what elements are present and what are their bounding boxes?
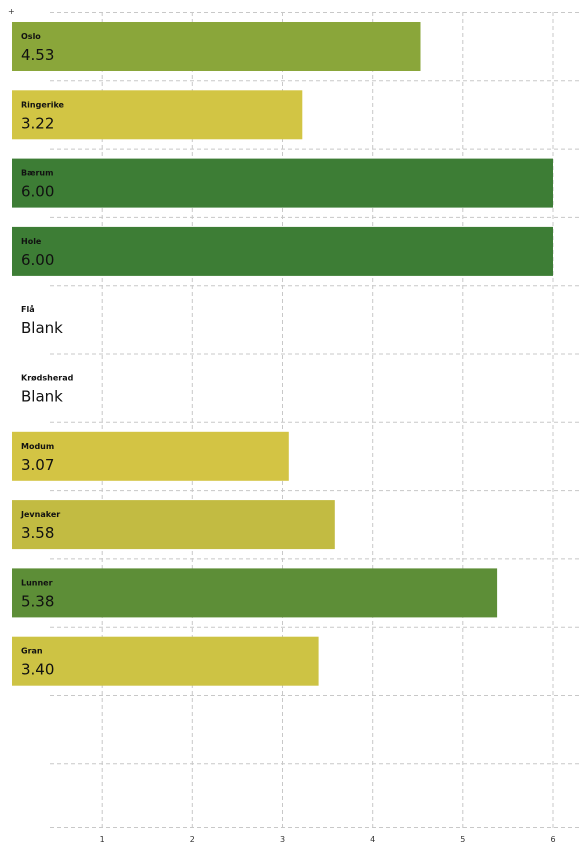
bar-value-label: 6.00 [21, 183, 54, 201]
bar [12, 636, 319, 686]
x-tick-label: 2 [190, 835, 195, 844]
x-axis-ticks: 1 2 3 4 5 6 [100, 835, 556, 844]
bar-value-label: 3.40 [21, 661, 54, 679]
x-tick-label: 3 [280, 835, 285, 844]
bar [12, 500, 335, 550]
bar [12, 226, 553, 276]
bar-category-label: Bærum [21, 169, 53, 178]
bar [12, 22, 421, 71]
bar [12, 431, 289, 481]
bar-value-label: 3.22 [21, 114, 54, 132]
bar-value-label: 3.07 [21, 456, 54, 474]
bar [12, 158, 553, 208]
bars [12, 22, 553, 686]
x-tick-label: 6 [550, 835, 555, 844]
gridlines [50, 12, 581, 828]
bar-category-label: Gran [21, 647, 43, 656]
bar-category-label: Oslo [21, 32, 41, 41]
bar-value-label: Blank [21, 388, 63, 406]
bar-category-label: Modum [21, 442, 54, 451]
bar-labels: Oslo 4.53 Ringerike 3.22 Bærum 6.00 Hole 6.00 Fl… [20, 32, 74, 679]
bar-category-label: Flå [21, 304, 35, 314]
x-tick-label: 1 [100, 835, 105, 844]
bar [12, 568, 498, 618]
bar-value-label: 3.58 [21, 524, 54, 542]
bar-category-label: Ringerike [21, 100, 65, 109]
bar-value-label: 4.53 [21, 46, 54, 64]
bar-category-label: Hole [21, 237, 42, 246]
bar-category-label: Krødsherad [21, 374, 74, 383]
x-tick-label: 4 [370, 835, 375, 844]
bar-category-label: Jevnaker [20, 510, 60, 519]
bar-value-label: Blank [21, 319, 63, 337]
x-tick-label: 5 [460, 835, 465, 844]
bar-category-label: Lunner [21, 578, 53, 587]
bar-value-label: 5.38 [21, 592, 54, 610]
corner-plus-mark: + [8, 7, 15, 16]
bar-value-label: 6.00 [21, 251, 54, 269]
bar [12, 90, 303, 140]
